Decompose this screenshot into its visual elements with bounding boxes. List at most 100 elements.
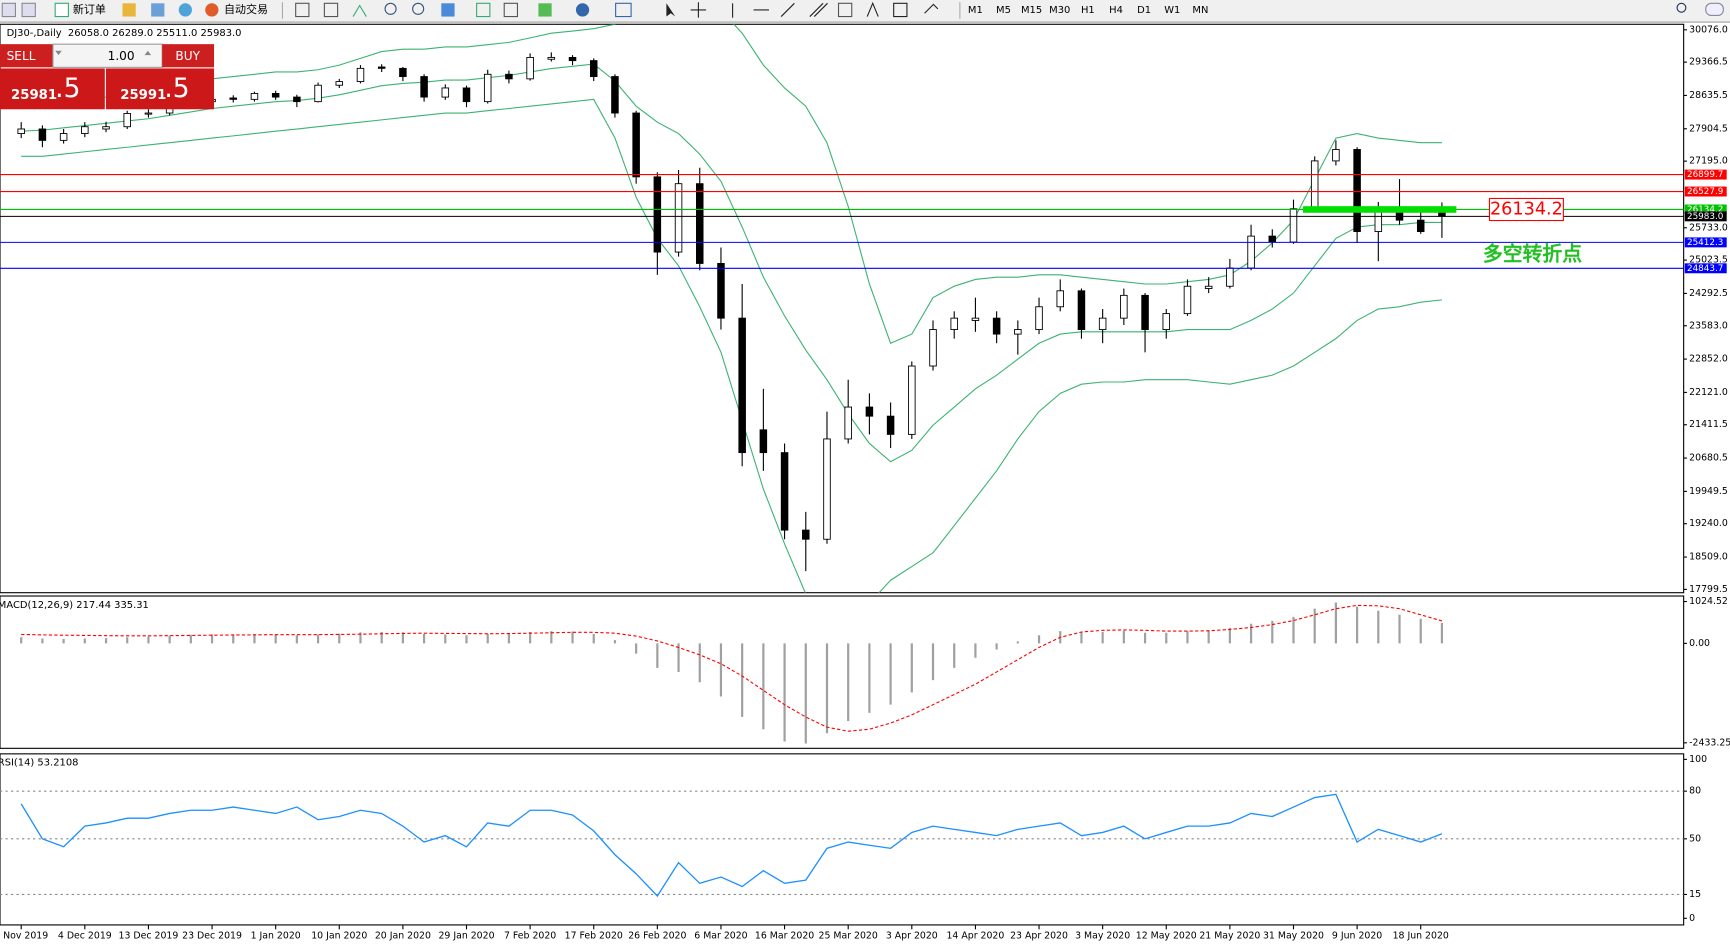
candle-body xyxy=(1353,149,1361,232)
templates-icon[interactable] xyxy=(615,2,632,18)
fibo-tool[interactable] xyxy=(837,2,853,18)
new-order-button[interactable]: 新订单 xyxy=(73,2,106,16)
tool-icon[interactable] xyxy=(476,2,491,18)
timeframe-button[interactable]: M5 xyxy=(996,5,1011,16)
lots-value[interactable]: 1.00 xyxy=(108,49,135,63)
buy-price-box[interactable] xyxy=(105,68,215,110)
candle-body xyxy=(462,87,471,103)
timeframe-button[interactable]: H1 xyxy=(1081,5,1095,16)
plot-area xyxy=(0,790,1684,898)
annotation-box xyxy=(1488,197,1564,222)
candle-body xyxy=(950,317,958,330)
y-tick-label: 50 xyxy=(1689,833,1701,844)
candle-body xyxy=(1014,329,1022,335)
sell-label[interactable]: SELL xyxy=(7,49,36,63)
timeframe-button[interactable]: D1 xyxy=(1137,5,1151,16)
candle-body xyxy=(17,128,25,134)
level-price-box xyxy=(1684,169,1727,180)
new-order-icon[interactable] xyxy=(54,2,69,18)
indicators-icon[interactable] xyxy=(538,3,552,17)
timeframes: M1 M5 M15 M30 H1 H4 D1 W1 MN xyxy=(968,5,1209,16)
timeframe-button[interactable]: M1 xyxy=(968,5,983,16)
timeframe-button[interactable]: W1 xyxy=(1164,5,1180,16)
y-tick-label: 30076.0 xyxy=(1689,24,1728,35)
candle-body xyxy=(886,415,895,435)
arrow-tool[interactable] xyxy=(924,3,939,14)
crosshair-tool[interactable] xyxy=(690,2,707,18)
buy-button[interactable] xyxy=(162,44,215,68)
y-tick-label: 1024.52 xyxy=(1689,596,1728,607)
level-price-box xyxy=(1684,204,1727,215)
sell-price[interactable]: 25981 xyxy=(11,88,57,103)
candle-body xyxy=(971,317,980,321)
label-tool[interactable] xyxy=(893,2,908,18)
trendline-tool[interactable] xyxy=(780,2,795,17)
y-tick-label: 25023.5 xyxy=(1689,255,1728,266)
timeframe-button[interactable]: M15 xyxy=(1021,5,1042,16)
search-icon[interactable] xyxy=(1676,2,1687,13)
timeframe-button[interactable]: H4 xyxy=(1109,5,1123,16)
y-tick-label: 28635.5 xyxy=(1689,90,1728,101)
turning-zone xyxy=(1303,206,1457,213)
sell-button[interactable] xyxy=(0,44,53,68)
candle-body xyxy=(420,76,428,98)
candle-body xyxy=(377,66,386,69)
buy-price[interactable]: 25991 xyxy=(120,88,166,103)
lots-up[interactable] xyxy=(144,50,152,56)
channel-tool[interactable] xyxy=(809,2,828,17)
x-tick-label: 7 Feb 2020 xyxy=(504,930,556,941)
y-tick-label: 29366.5 xyxy=(1689,57,1728,68)
x-tick-label: 21 May 2020 xyxy=(1199,930,1260,941)
tool-icon[interactable] xyxy=(178,3,192,17)
y-tick-label: 25733.0 xyxy=(1689,222,1728,233)
tool-icon[interactable] xyxy=(352,4,367,17)
timeframe-button[interactable]: MN xyxy=(1192,5,1208,16)
text-tool[interactable] xyxy=(866,1,879,17)
tool-icon[interactable] xyxy=(151,3,165,17)
chart-panel: DJ30-,Daily 26058.0 26289.0 25511.0 2598… xyxy=(0,23,1728,595)
candle-body xyxy=(1077,290,1086,330)
candle-body xyxy=(314,84,322,103)
candle-body xyxy=(1204,285,1213,289)
candle-body xyxy=(929,329,937,367)
panel-frame xyxy=(0,753,1685,926)
x-tick-label: 23 Apr 2020 xyxy=(1010,930,1068,941)
tool-icon[interactable] xyxy=(441,3,455,17)
y-tick-label: 100 xyxy=(1689,754,1707,765)
toolbar: 新订单 自动交易 M1 M5 M15 M30 H1 H4 D1 W1 MN xyxy=(0,0,1730,21)
buy-label[interactable]: BUY xyxy=(175,49,200,63)
candle-body xyxy=(547,56,556,60)
tool-icon[interactable] xyxy=(1,2,16,18)
x-tick-label: 18 Jun 2020 xyxy=(1393,930,1449,941)
sell-price-box[interactable] xyxy=(0,68,105,110)
timeframe-button[interactable]: M30 xyxy=(1049,5,1070,16)
x-tick-label: 16 Mar 2020 xyxy=(755,930,814,941)
tool-icon[interactable] xyxy=(295,2,310,18)
auto-trading-button[interactable]: 自动交易 xyxy=(224,2,268,16)
plot-area xyxy=(20,602,1444,744)
annotation-note: 多空转折点 xyxy=(1483,242,1582,265)
x-tick-label: 6 Mar 2020 xyxy=(694,930,747,941)
tool-icon[interactable] xyxy=(323,2,339,18)
candle-body xyxy=(992,317,1001,335)
level-price-label: 25412.3 xyxy=(1687,238,1723,248)
auto-trading-icon[interactable] xyxy=(205,3,219,17)
sell-pips[interactable]: .5 xyxy=(55,73,80,104)
panel-title: MACD(12,26,9) 217.44 335.31 xyxy=(0,600,149,611)
lots-down[interactable] xyxy=(55,50,62,56)
zoom-in[interactable] xyxy=(384,2,397,15)
y-tick-label: 22852.0 xyxy=(1689,354,1728,365)
rsi-line xyxy=(20,793,1443,898)
tool-icon[interactable] xyxy=(122,3,136,17)
chat-icon[interactable] xyxy=(1705,2,1724,17)
y-tick-label: 17799.5 xyxy=(1689,584,1728,595)
tool-icon[interactable] xyxy=(503,2,519,18)
zoom-out[interactable] xyxy=(412,2,425,15)
tool-icon[interactable] xyxy=(21,2,36,18)
buy-pips[interactable]: .5 xyxy=(164,73,189,104)
toolbar-bg xyxy=(0,0,1730,21)
periods-icon[interactable] xyxy=(575,3,590,17)
level-price-box xyxy=(1684,211,1727,222)
